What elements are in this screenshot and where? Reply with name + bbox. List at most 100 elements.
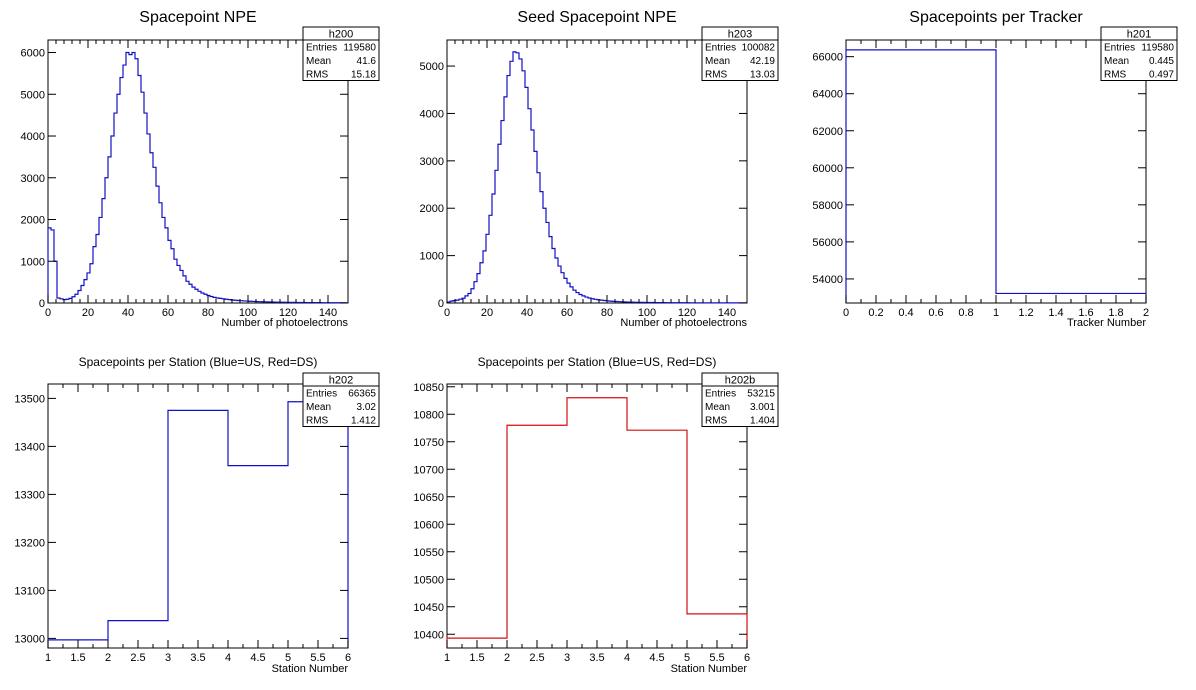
x-tick-label: 1.8 [1108,307,1123,319]
x-tick-label: 0.8 [958,307,973,319]
x-axis-label: Number of photoelectrons [221,317,348,329]
x-tick-label: 4 [624,652,630,664]
y-tick-label: 64000 [812,89,843,101]
stats-box [701,372,779,427]
stats-value: 100082 [742,43,776,54]
x-tick-label: 80 [601,307,613,319]
x-axis-label: Tracker Number [1067,317,1146,329]
stats-label: RMS [306,70,329,81]
y-tick-label: 60000 [812,163,843,175]
chart-title: Spacepoints per Tracker [909,9,1083,26]
x-tick-label: 5.5 [709,652,724,664]
stats-value: 66365 [348,389,376,400]
x-tick-label: 2.5 [130,652,145,664]
x-tick-label: 100 [239,307,257,319]
x-tick-label: 0.6 [928,307,943,319]
y-tick-label: 1000 [420,251,444,263]
y-tick-label: 13100 [14,585,45,597]
y-tick-label: 3000 [420,156,444,168]
y-tick-label: 13200 [14,537,45,549]
chart-title: Spacepoint NPE [139,9,256,26]
y-tick-label: 58000 [812,200,843,212]
stats-value: 0.445 [1149,56,1174,67]
y-tick-label: 10800 [413,409,444,421]
stats-box [302,26,380,81]
x-tick-label: 6 [744,652,750,664]
y-tick-label: 10500 [413,574,444,586]
stats-value: 0.497 [1149,70,1174,81]
chart-title: Spacepoints per Station (Blue=US, Red=DS… [79,355,318,369]
y-tick-label: 13000 [14,633,45,645]
stats-label: Mean [705,402,730,413]
chart-title: Seed Spacepoint NPE [517,9,676,26]
stats-value: 53215 [747,389,775,400]
stats-name: h201 [1127,29,1151,41]
y-tick-label: 10850 [413,382,444,394]
y-tick-label: 62000 [812,126,843,138]
stats-label: RMS [306,416,329,427]
histogram-line [47,401,349,648]
stats-label: RMS [705,416,728,427]
stats-name: h200 [329,29,353,41]
y-tick-label: 10550 [413,547,444,559]
stats-value: 15.18 [351,70,376,81]
stats-box [701,26,779,81]
chart-title: Spacepoints per Station (Blue=US, Red=DS… [478,355,717,369]
x-tick-label: 60 [561,307,573,319]
x-tick-label: 4.5 [649,652,664,664]
y-tick-label: 56000 [812,237,843,249]
x-tick-label: 3 [564,652,570,664]
stats-label: Entries [306,43,337,54]
y-tick-label: 3000 [21,173,45,185]
stats-value: 41.6 [357,56,377,67]
y-tick-label: 4000 [21,131,45,143]
x-tick-label: 2 [504,652,510,664]
x-tick-label: 1.5 [70,652,85,664]
stats-label: Entries [705,389,736,400]
y-tick-label: 10750 [413,437,444,449]
x-tick-label: 2.5 [529,652,544,664]
y-tick-label: 0 [438,298,444,310]
stats-label: RMS [705,70,728,81]
x-tick-label: 0 [45,307,51,319]
y-tick-label: 6000 [21,48,45,60]
y-tick-label: 1000 [21,256,45,268]
stats-box [302,372,380,427]
stats-box [1100,26,1178,81]
histogram-line [446,51,748,304]
y-tick-label: 10400 [413,629,444,641]
y-tick-label: 2000 [21,215,45,227]
histogram-line [47,51,349,304]
y-tick-label: 5000 [21,89,45,101]
x-tick-label: 3 [165,652,171,664]
stats-label: Mean [705,56,730,67]
x-tick-label: 1.4 [1048,307,1063,319]
y-tick-label: 54000 [812,274,843,286]
x-tick-label: 140 [319,307,337,319]
stats-label: Mean [306,402,331,413]
stats-value: 3.02 [357,402,377,413]
x-axis-label: Number of photoelectrons [620,317,747,329]
x-tick-label: 0 [843,307,849,319]
x-tick-label: 5 [285,652,291,664]
y-tick-label: 2000 [420,203,444,215]
stats-value: 13.03 [750,70,775,81]
x-tick-label: 4.5 [250,652,265,664]
stats-value: 42.19 [750,56,775,67]
y-tick-label: 13300 [14,489,45,501]
y-tick-label: 0 [39,298,45,310]
x-tick-label: 4 [225,652,231,664]
stats-value: 119580 [343,43,376,54]
plot-frame [446,39,748,304]
chart-h203: Seed Spacepoint NPE 0 20 40 60 80 100 120 140 0 10… [420,9,779,329]
x-tick-label: 0.2 [868,307,883,319]
chart-h200: Spacepoint NPE 0 20 40 60 80 100 120 140 0 1000 200… [21,9,380,329]
x-tick-label: 3.5 [589,652,604,664]
y-tick-label: 5000 [420,61,444,73]
y-tick-label: 13500 [14,393,45,405]
stats-label: Entries [705,43,736,54]
x-tick-label: 100 [638,307,656,319]
x-tick-label: 0.4 [898,307,913,319]
stats-name: h202 [329,375,353,387]
